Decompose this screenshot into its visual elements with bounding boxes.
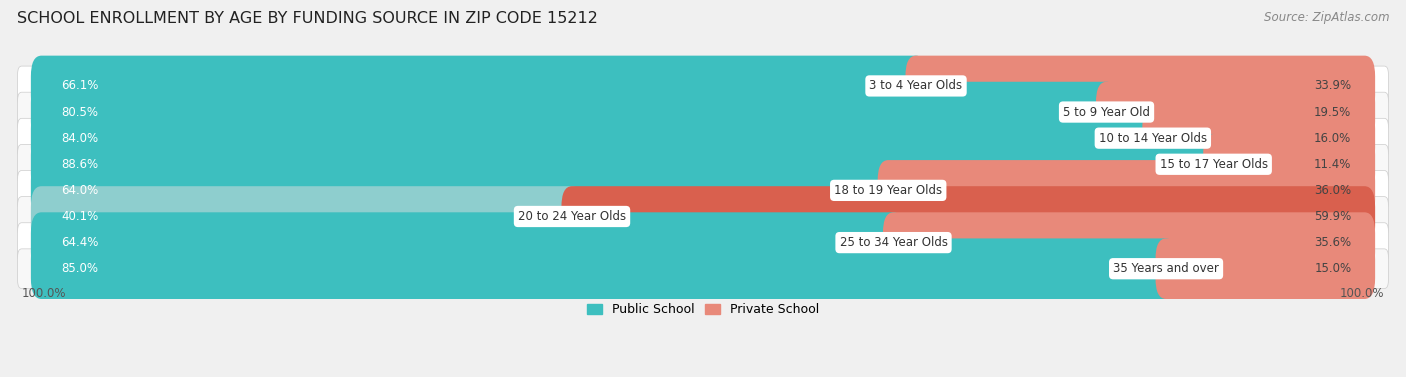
Text: 59.9%: 59.9%: [1315, 210, 1351, 223]
Text: 3 to 4 Year Olds: 3 to 4 Year Olds: [869, 80, 963, 92]
FancyBboxPatch shape: [18, 223, 1388, 262]
Text: 100.0%: 100.0%: [21, 287, 66, 300]
FancyBboxPatch shape: [18, 66, 1388, 106]
Text: 66.1%: 66.1%: [62, 80, 98, 92]
FancyBboxPatch shape: [18, 197, 1388, 236]
Text: 25 to 34 Year Olds: 25 to 34 Year Olds: [839, 236, 948, 249]
Text: 11.4%: 11.4%: [1315, 158, 1351, 171]
FancyBboxPatch shape: [877, 160, 1375, 221]
FancyBboxPatch shape: [31, 108, 1163, 169]
Text: 85.0%: 85.0%: [62, 262, 98, 275]
FancyBboxPatch shape: [905, 56, 1375, 116]
FancyBboxPatch shape: [31, 238, 1177, 299]
FancyBboxPatch shape: [18, 118, 1388, 158]
Text: 36.0%: 36.0%: [1315, 184, 1351, 197]
Text: Source: ZipAtlas.com: Source: ZipAtlas.com: [1264, 11, 1389, 24]
FancyBboxPatch shape: [883, 212, 1375, 273]
Text: 88.6%: 88.6%: [62, 158, 98, 171]
Text: 40.1%: 40.1%: [62, 210, 98, 223]
FancyBboxPatch shape: [561, 186, 1375, 247]
FancyBboxPatch shape: [31, 186, 582, 247]
Text: 15.0%: 15.0%: [1315, 262, 1351, 275]
Text: 5 to 9 Year Old: 5 to 9 Year Old: [1063, 106, 1150, 118]
FancyBboxPatch shape: [1204, 134, 1375, 195]
Text: 84.0%: 84.0%: [62, 132, 98, 145]
Text: 18 to 19 Year Olds: 18 to 19 Year Olds: [834, 184, 942, 197]
FancyBboxPatch shape: [31, 134, 1225, 195]
FancyBboxPatch shape: [1142, 108, 1375, 169]
FancyBboxPatch shape: [18, 249, 1388, 288]
Text: 33.9%: 33.9%: [1315, 80, 1351, 92]
Text: 19.5%: 19.5%: [1315, 106, 1351, 118]
Text: 64.0%: 64.0%: [62, 184, 98, 197]
Text: 35 Years and over: 35 Years and over: [1114, 262, 1219, 275]
Text: SCHOOL ENROLLMENT BY AGE BY FUNDING SOURCE IN ZIP CODE 15212: SCHOOL ENROLLMENT BY AGE BY FUNDING SOUR…: [17, 11, 598, 26]
Text: 20 to 24 Year Olds: 20 to 24 Year Olds: [517, 210, 626, 223]
FancyBboxPatch shape: [31, 56, 927, 116]
Text: 16.0%: 16.0%: [1315, 132, 1351, 145]
FancyBboxPatch shape: [1095, 82, 1375, 143]
FancyBboxPatch shape: [18, 144, 1388, 184]
Text: 64.4%: 64.4%: [62, 236, 98, 249]
Legend: Public School, Private School: Public School, Private School: [582, 299, 824, 322]
Text: 10 to 14 Year Olds: 10 to 14 Year Olds: [1098, 132, 1206, 145]
Text: 35.6%: 35.6%: [1315, 236, 1351, 249]
Text: 80.5%: 80.5%: [62, 106, 98, 118]
FancyBboxPatch shape: [1156, 238, 1375, 299]
FancyBboxPatch shape: [31, 160, 898, 221]
Text: 100.0%: 100.0%: [1340, 287, 1385, 300]
FancyBboxPatch shape: [31, 212, 904, 273]
FancyBboxPatch shape: [31, 82, 1118, 143]
FancyBboxPatch shape: [18, 170, 1388, 210]
FancyBboxPatch shape: [18, 92, 1388, 132]
Text: 15 to 17 Year Olds: 15 to 17 Year Olds: [1160, 158, 1268, 171]
